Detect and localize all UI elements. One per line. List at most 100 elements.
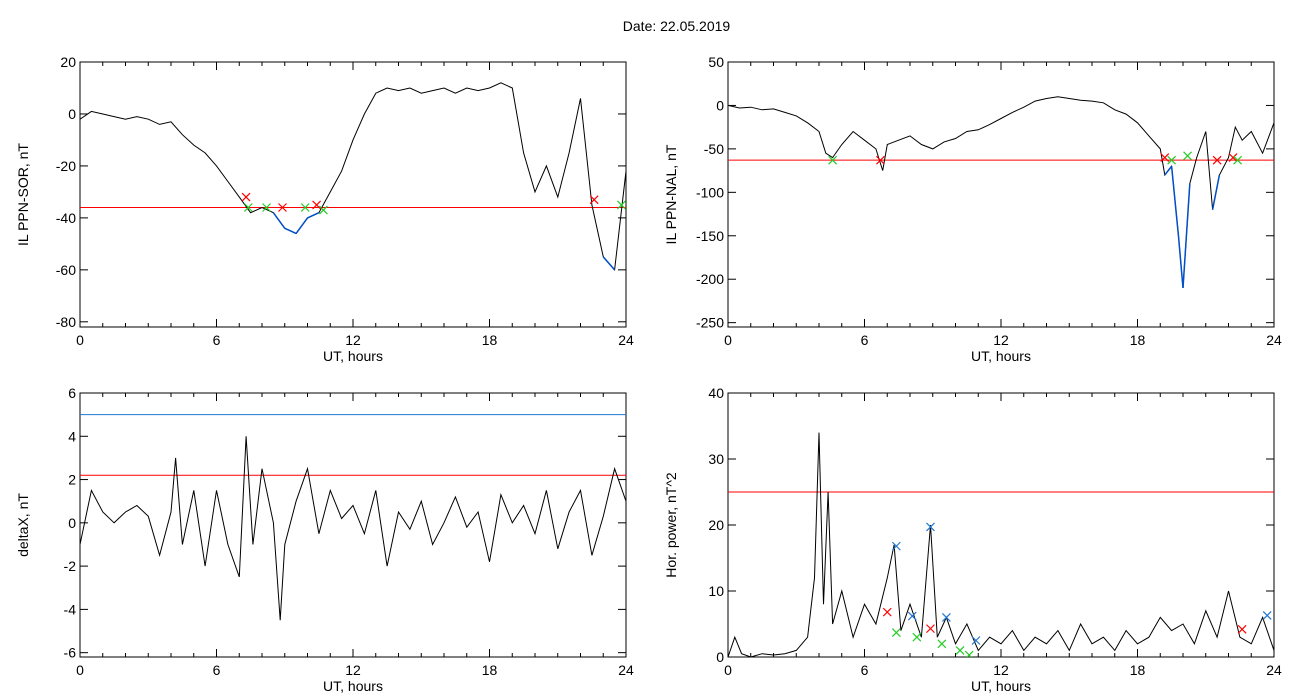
- y-tick-label: -100: [696, 184, 724, 200]
- data-series-line: [80, 82, 626, 271]
- x-marker: [319, 205, 328, 215]
- y-tick-label: -250: [696, 315, 724, 331]
- y-axis-label: IL PPN-SOR, nT: [15, 143, 31, 246]
- x-tick-label: 12: [345, 332, 361, 348]
- plot-area: [728, 432, 1274, 657]
- y-axis-label: deltaX, nT: [15, 493, 31, 557]
- plot-frame: [727, 61, 1275, 328]
- x-axis-label: UT, hours: [971, 348, 1031, 364]
- y-tick-label: -80: [56, 314, 76, 330]
- x-marker: [926, 522, 935, 532]
- x-marker: [937, 639, 947, 649]
- x-marker: [971, 636, 981, 645]
- x-marker: [262, 203, 271, 212]
- y-tick-label: 2: [68, 472, 76, 488]
- plot-area: [728, 96, 1274, 288]
- x-marker: [907, 611, 917, 621]
- x-marker: [241, 192, 251, 202]
- x-marker: [278, 203, 287, 212]
- x-tick-label: 12: [345, 662, 361, 678]
- x-tick-label: 12: [993, 662, 1009, 678]
- y-tick-label: 6: [68, 385, 76, 401]
- data-series-line: [728, 96, 1274, 288]
- x-tick-label: 6: [861, 332, 869, 348]
- x-marker: [300, 203, 310, 212]
- y-tick-label: 20: [60, 54, 76, 70]
- chart-title: Date: 22.05.2019: [622, 18, 731, 34]
- x-marker: [1233, 155, 1243, 165]
- x-marker: [589, 195, 599, 205]
- y-tick-label: 0: [716, 649, 724, 665]
- y-tick-label: 0: [68, 106, 76, 122]
- y-tick-label: 10: [708, 583, 724, 599]
- x-marker: [1237, 624, 1247, 634]
- x-tick-label: 24: [1266, 662, 1282, 678]
- plot-area: [80, 414, 626, 621]
- y-tick-label: 20: [708, 517, 724, 533]
- below-threshold-segment: [1182, 183, 1191, 288]
- y-tick-label: -2: [64, 558, 77, 574]
- below-threshold-segment: [1177, 235, 1184, 288]
- x-marker: [882, 607, 892, 617]
- x-tick-label: 18: [482, 662, 498, 678]
- x-tick-label: 0: [76, 662, 84, 678]
- x-marker: [312, 200, 322, 210]
- x-tick-label: 24: [1266, 332, 1282, 348]
- x-tick-label: 6: [861, 662, 869, 678]
- x-marker: [876, 155, 885, 165]
- y-axis-label: Hor. power, nT^2: [663, 472, 679, 578]
- x-tick-label: 0: [724, 662, 732, 678]
- y-tick-label: -20: [56, 158, 76, 174]
- data-series-line: [728, 432, 1274, 657]
- x-axis-label: UT, hours: [323, 348, 383, 364]
- x-tick-label: 18: [482, 332, 498, 348]
- y-tick-label: -150: [696, 228, 724, 244]
- y-axis-label: IL PPN-NAL, nT: [663, 144, 679, 244]
- below-threshold-segment: [295, 217, 309, 234]
- y-tick-label: -200: [696, 271, 724, 287]
- data-series-line: [80, 436, 626, 621]
- below-threshold-segment: [602, 256, 616, 271]
- x-marker: [1262, 610, 1272, 620]
- x-marker: [1212, 155, 1222, 165]
- x-tick-label: 18: [1130, 662, 1146, 678]
- x-tick-label: 24: [618, 332, 634, 348]
- x-marker: [243, 203, 253, 212]
- x-tick-label: 6: [213, 332, 221, 348]
- x-tick-label: 0: [724, 332, 732, 348]
- x-marker: [955, 645, 965, 655]
- plot-area: [80, 82, 626, 271]
- y-tick-label: -6: [64, 645, 77, 661]
- y-tick-label: -50: [704, 141, 724, 157]
- below-threshold-segment: [1211, 174, 1221, 210]
- plot-frame: [79, 392, 627, 658]
- y-tick-label: 4: [68, 428, 76, 444]
- x-marker: [617, 200, 626, 210]
- y-tick-label: -60: [56, 262, 76, 278]
- below-threshold-segment: [307, 212, 320, 219]
- y-tick-label: -4: [64, 601, 77, 617]
- below-threshold-segment: [1164, 165, 1173, 176]
- x-marker: [1167, 155, 1177, 165]
- x-marker: [1183, 151, 1192, 161]
- y-tick-label: 0: [68, 515, 76, 531]
- chart-panel-1: 0 6 12 18 24 -80 -60 -40 -20 0 20 UT, hours IL PPN-S…: [15, 54, 634, 364]
- y-tick-label: 50: [708, 54, 724, 70]
- x-marker: [1160, 153, 1170, 162]
- x-marker: [891, 628, 901, 638]
- x-marker: [912, 632, 922, 642]
- below-threshold-segment: [272, 212, 286, 229]
- x-tick-label: 24: [618, 662, 634, 678]
- x-tick-label: 12: [993, 332, 1009, 348]
- y-tick-label: 0: [716, 97, 724, 113]
- chart-panel-4: 0 6 12 18 24 0 10 20 30 40 UT, hours Hor. power, nT…: [663, 385, 1282, 694]
- x-marker: [964, 650, 974, 657]
- chart-panel-2: 0 6 12 18 24 -250 -200 -150 -100 -50 0 50 UT, hours I…: [663, 54, 1282, 364]
- below-threshold-segment: [284, 227, 297, 235]
- below-threshold-segment: [1170, 166, 1180, 236]
- x-axis-label: UT, hours: [323, 678, 383, 694]
- x-tick-label: 0: [76, 332, 84, 348]
- x-axis-label: UT, hours: [971, 678, 1031, 694]
